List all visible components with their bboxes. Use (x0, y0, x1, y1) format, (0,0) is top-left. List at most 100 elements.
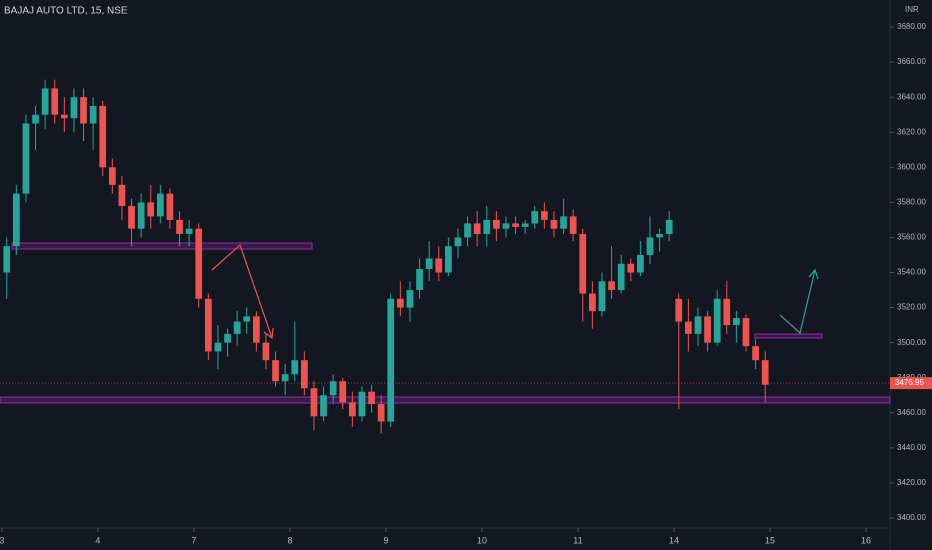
candle-body (675, 298, 683, 322)
y-tick-label: 3660.00 (897, 57, 926, 66)
zone (0, 396, 891, 404)
candle-body (310, 388, 318, 417)
candle-body (137, 202, 145, 229)
candle-body (589, 293, 596, 312)
candle-body (387, 298, 395, 422)
candle-body (204, 298, 212, 352)
candle-body (752, 346, 759, 361)
candle-body (473, 223, 481, 234)
candle-body (233, 321, 241, 334)
candle-body (214, 342, 222, 352)
candle-body (339, 381, 347, 403)
x-tick-label: 8 (287, 535, 292, 545)
candle-body (742, 318, 750, 347)
candle-body (483, 219, 491, 234)
arrow (779, 269, 816, 335)
candle-body (406, 290, 414, 308)
candle-body (445, 246, 452, 273)
candle-body (396, 298, 404, 308)
last-price-label: 3476.95 (895, 378, 924, 387)
arrow (211, 243, 273, 339)
candle-body (541, 211, 548, 220)
candle-body (531, 211, 539, 224)
candle-body (608, 281, 615, 291)
candle-body (704, 316, 711, 343)
candle-body (291, 360, 299, 375)
candle-body (646, 237, 654, 255)
candle-body (22, 123, 30, 194)
y-tick-label: 3680.00 (897, 22, 926, 31)
candle-body (713, 298, 721, 343)
x-tick-label: 4 (95, 535, 100, 545)
candle-body (166, 193, 174, 220)
candle-body (89, 105, 97, 124)
candle-body (464, 223, 471, 238)
candle-body (637, 254, 644, 273)
candle-body (627, 263, 635, 273)
candle-body (70, 97, 78, 119)
candle-body (156, 193, 164, 217)
y-tick-label: 3420.00 (897, 478, 926, 487)
candle-body (185, 228, 193, 234)
candle-body (60, 114, 68, 119)
x-tick-label: 3 (0, 535, 4, 545)
candle-body (99, 105, 107, 168)
y-tick-label: 3500.00 (897, 338, 926, 347)
candle-body (108, 167, 116, 185)
chart-title: BAJAJ AUTO LTD, 15, NSE (4, 6, 128, 17)
candle-body (656, 233, 663, 238)
candle-body (560, 216, 567, 229)
candle-body (32, 114, 39, 124)
candle-body (368, 391, 375, 405)
candle-body (262, 342, 270, 361)
candle-body (51, 88, 59, 115)
candle-body (3, 246, 11, 273)
x-tick-label: 9 (383, 535, 388, 545)
candle-body (435, 258, 443, 273)
x-tick-label: 7 (191, 535, 196, 545)
candle-body (320, 395, 327, 417)
y-tick-label: 3620.00 (897, 127, 926, 136)
candle-body (569, 216, 577, 234)
candle-body (723, 298, 731, 326)
candle-body (358, 391, 366, 417)
y-tick-label: 3520.00 (897, 303, 926, 312)
candle-body (118, 184, 126, 206)
candle-body (252, 316, 260, 343)
candle-body (521, 223, 529, 227)
candle-body (761, 360, 769, 385)
candle-body (454, 237, 462, 247)
candle-body (348, 402, 356, 417)
candle-body (300, 360, 308, 389)
y-tick-label: 3460.00 (897, 408, 926, 417)
candle-body (243, 316, 251, 322)
candle-body (281, 374, 289, 382)
candle-body (12, 193, 20, 247)
candle-body (512, 223, 519, 227)
candle-body (329, 381, 337, 396)
candle-body (579, 233, 587, 294)
y-tick-label: 3560.00 (897, 233, 926, 242)
x-tick-label: 15 (765, 535, 775, 545)
candle-body (147, 202, 155, 217)
candle-body (598, 281, 606, 312)
candle-body (617, 263, 625, 291)
x-tick-label: 11 (573, 535, 582, 545)
candle-body (425, 258, 433, 270)
candle-body (80, 97, 87, 124)
y-tick-label: 3600.00 (897, 162, 926, 171)
candle-body (41, 88, 49, 115)
candle-body (377, 404, 385, 422)
candle-body (694, 316, 702, 334)
candle-body (128, 205, 135, 229)
arrow-head (263, 327, 274, 340)
y-tick-label: 3400.00 (897, 513, 926, 522)
currency-label: INR (905, 5, 919, 14)
candle-body (416, 269, 423, 291)
drawings (0, 242, 891, 404)
y-tick-label: 3440.00 (897, 443, 926, 452)
candle-body (224, 333, 231, 343)
candle-body (733, 318, 740, 326)
last-price-badge (890, 377, 932, 390)
